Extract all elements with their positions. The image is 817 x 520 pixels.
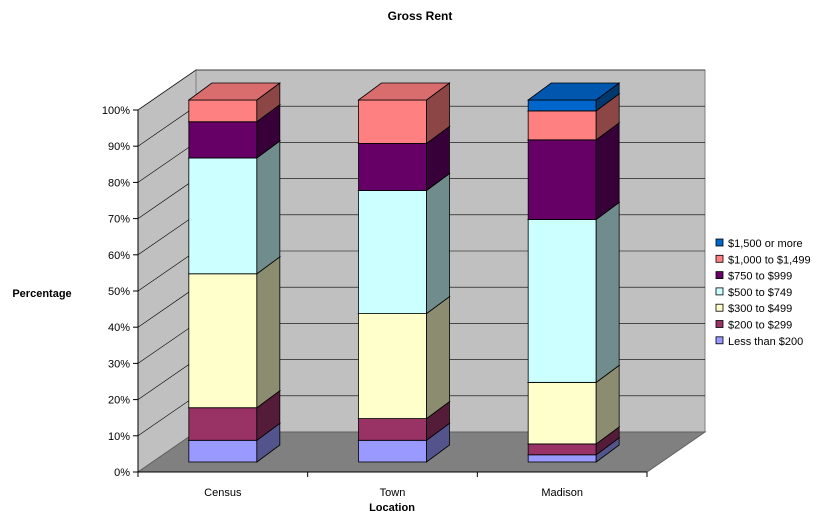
bar-front (527, 381, 597, 445)
legend-swatch (715, 320, 724, 328)
legend-swatch (715, 254, 724, 263)
bar-front (188, 121, 258, 159)
legend-label: $750 to $999 (728, 271, 792, 283)
bar-segment (357, 82, 451, 145)
legend-box (714, 234, 817, 353)
bar-front (358, 143, 427, 191)
legend-label: $300 to $499 (728, 303, 792, 315)
bar-side (256, 140, 281, 275)
y-tick-label: 90% (108, 141, 130, 153)
bar-front (527, 443, 597, 456)
bar-top (357, 82, 451, 101)
x-tick-label: Town (380, 487, 406, 499)
bar-front (358, 418, 427, 441)
legend-swatch (715, 287, 724, 296)
legend-label: $200 to $299 (728, 320, 792, 332)
legend-item: $200 to $299 (715, 320, 792, 332)
bar-segment (187, 255, 282, 409)
bar-front (527, 139, 597, 220)
bar-front (188, 439, 258, 463)
y-tick-label: 20% (108, 395, 130, 407)
legend-swatch (715, 271, 724, 280)
bar-side (256, 255, 281, 409)
bar-front (527, 454, 597, 463)
bar-front (358, 313, 427, 419)
bar-segment (526, 82, 621, 112)
bar-front (188, 157, 258, 275)
bar-front (188, 273, 258, 409)
legend-item: $300 to $499 (715, 303, 792, 315)
legend-swatch (715, 303, 724, 312)
legend-item: $1,000 to $1,499 (715, 254, 811, 266)
legend-item: $750 to $999 (715, 271, 792, 283)
axes (133, 109, 648, 477)
bar-front (358, 439, 427, 463)
y-tick-label: 10% (108, 431, 130, 443)
legend-item: $500 to $749 (715, 287, 792, 299)
bar-front (527, 99, 597, 112)
bar-front (358, 190, 427, 314)
y-tick-label: 0% (114, 467, 130, 479)
bar-top (526, 82, 621, 101)
chart-title: Gross Rent (388, 9, 453, 23)
bar-side (426, 295, 450, 420)
legend-label: Less than $200 (728, 336, 803, 348)
y-tick-label: 60% (108, 250, 130, 262)
legend-label: $1,000 to $1,499 (728, 254, 811, 266)
bar-segment (357, 172, 451, 315)
bar-segment (187, 82, 282, 123)
legend-item: Less than $200 (715, 336, 803, 348)
bars (187, 82, 621, 463)
legend-label: $1,500 or more (728, 238, 803, 250)
y-axis-title: Percentage (12, 288, 71, 300)
bar-segment (357, 295, 451, 420)
x-axis-title: Location (369, 502, 415, 514)
y-tick-label: 100% (102, 105, 130, 117)
bar-segment (187, 140, 282, 275)
labels: 0% 10% 20% 30% 40% 50% 60% 70% 80% 90% 100% Census T… (102, 105, 583, 499)
legend-item: $1,500 or more (715, 238, 803, 250)
bar-side (595, 201, 620, 384)
y-tick-label: 50% (108, 286, 130, 298)
y-tick-label: 30% (108, 358, 130, 370)
legend-swatch (715, 336, 724, 345)
x-tick-label: Madison (541, 487, 583, 499)
legend: $1,500 or more $1,000 to $1,499 $750 to $9… (714, 234, 817, 353)
y-tick-label: 70% (108, 214, 130, 226)
x-tick-label: Census (204, 487, 242, 499)
bar-front (527, 110, 597, 141)
legend-label: $500 to $749 (728, 287, 792, 299)
bar-front (527, 219, 597, 383)
legend-swatch (715, 238, 724, 247)
bar-segment (526, 201, 621, 384)
y-tick-label: 80% (108, 177, 130, 189)
bar-front (188, 99, 258, 123)
bar-side (426, 172, 450, 315)
gridline (137, 69, 705, 111)
bar-top (187, 82, 282, 101)
bar-front (188, 407, 258, 441)
y-tick-label: 40% (108, 322, 130, 334)
bar-front (358, 99, 427, 144)
